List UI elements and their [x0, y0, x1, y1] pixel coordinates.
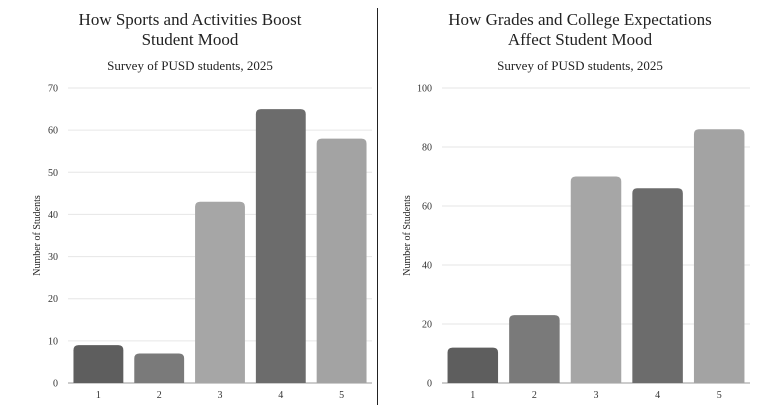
x-tick-label: 5 [339, 390, 344, 401]
bar-4 [255, 109, 306, 384]
y-tick-label: 30 [48, 252, 58, 263]
x-tick-label: 3 [218, 390, 223, 401]
chart-subtitle: Survey of PUSD students, 2025 [497, 58, 663, 73]
chart-title-line: Affect Student Mood [508, 30, 653, 49]
y-tick-label: 60 [48, 126, 58, 137]
chart-title-line: How Grades and College Expectations [448, 10, 711, 29]
y-tick-label: 10 [48, 336, 58, 347]
x-tick-label: 5 [717, 390, 722, 401]
bar-2 [509, 315, 560, 383]
bar-1 [73, 345, 124, 383]
chart-subtitle: Survey of PUSD students, 2025 [107, 58, 273, 73]
x-tick-label: 1 [470, 390, 475, 401]
y-tick-label: 50 [48, 168, 58, 179]
bar-3 [570, 176, 622, 383]
y-tick-label: 80 [422, 143, 432, 154]
x-tick-label: 4 [278, 390, 283, 401]
x-tick-label: 3 [594, 390, 599, 401]
y-tick-label: 0 [427, 379, 432, 390]
y-tick-label: 40 [48, 210, 58, 221]
y-tick-label: 20 [48, 294, 58, 305]
y-tick-label: 70 [48, 84, 58, 95]
x-tick-label: 4 [655, 390, 660, 401]
chart-2: How Grades and College ExpectationsAffec… [402, 10, 750, 401]
y-tick-label: 0 [53, 379, 58, 390]
y-tick-label: 20 [422, 320, 432, 331]
y-tick-label: 60 [422, 202, 432, 213]
bar-2 [134, 353, 185, 383]
x-tick-label: 2 [157, 390, 162, 401]
bar-4 [632, 188, 683, 383]
panel-divider [377, 8, 378, 405]
bar-5 [316, 138, 367, 383]
y-tick-label: 100 [417, 84, 432, 95]
bar-5 [693, 129, 745, 383]
y-tick-label: 40 [422, 261, 432, 272]
chart-title-line: How Sports and Activities Boost [79, 10, 302, 29]
y-axis-label: Number of Students [402, 195, 413, 276]
bar-3 [195, 201, 245, 383]
chart-title-line: Student Mood [142, 30, 239, 49]
x-tick-label: 2 [532, 390, 537, 401]
y-axis-label: Number of Students [32, 195, 43, 276]
x-tick-label: 1 [96, 390, 101, 401]
bar-1 [447, 347, 499, 383]
